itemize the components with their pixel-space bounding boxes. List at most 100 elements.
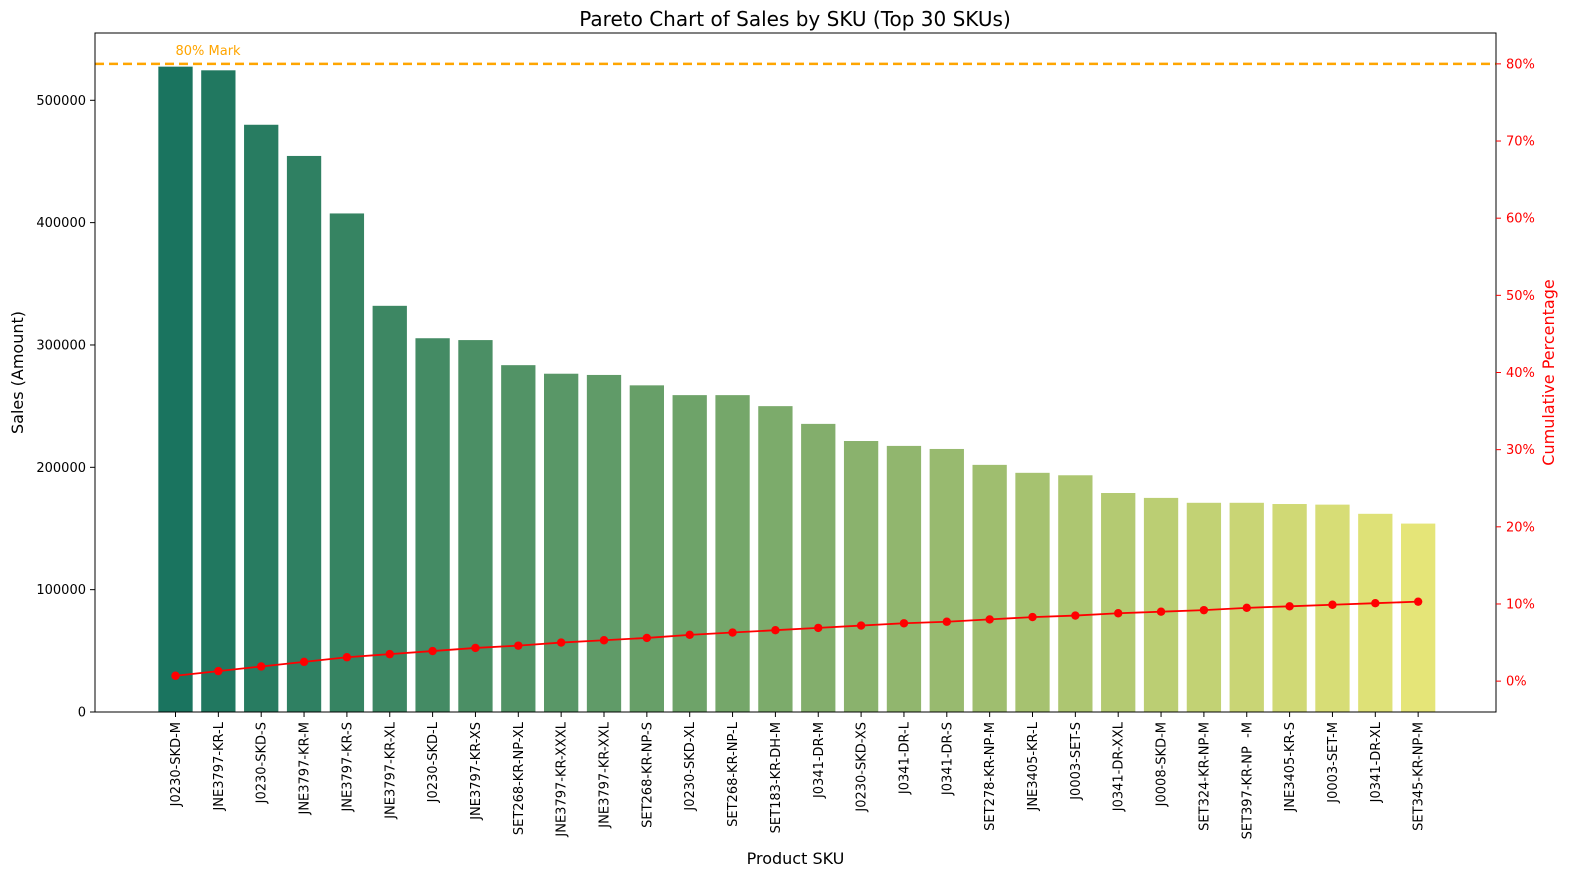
x-tick-label-2: J0230-SKD-S <box>255 722 270 804</box>
x-tick-label-25: SET397-KR-NP -M <box>1240 722 1255 839</box>
x-axis-label: Product SKU <box>747 849 845 868</box>
x-tick-label-27: J0003-SET-M <box>1326 722 1341 804</box>
bar-8 <box>501 365 536 712</box>
x-tick-label-4: JNE3797-KR-S <box>340 722 355 813</box>
x-tick-label-3: JNE3797-KR-M <box>298 722 313 816</box>
x-tick-label-6: J0230-SKD-L <box>426 721 441 803</box>
bar-5 <box>372 305 407 712</box>
y-tick-label-0: 0 <box>78 706 86 721</box>
bar-9 <box>544 373 579 712</box>
x-tick-label-15: J0341-DR-M <box>812 722 827 799</box>
y2-tick-label-4: 40% <box>1506 366 1535 381</box>
cumulative-point-6 <box>428 646 437 656</box>
cumulative-point-20 <box>1028 612 1037 622</box>
bar-10 <box>586 374 622 712</box>
cumulative-point-16 <box>856 621 866 630</box>
x-tick-label-16: J0230-SKD-XS <box>855 722 870 813</box>
cumulative-point-12 <box>685 630 694 640</box>
cumulative-point-28 <box>1371 599 1380 608</box>
reference-line-layer: 80% Mark <box>95 44 1496 66</box>
bar-11 <box>629 385 664 712</box>
axes-layer: 0 100000 200000 300000 400000 500000 0% 10% 20% 3… <box>36 32 1535 839</box>
x-tick-label-8: SET268-KR-NP-XL <box>512 721 527 835</box>
y2-tick-label-1: 10% <box>1506 597 1535 612</box>
cumulative-point-29 <box>1413 597 1423 606</box>
cumulative-point-1 <box>214 666 223 676</box>
bar-28 <box>1358 513 1393 712</box>
x-tick-label-12: J0230-SKD-XL <box>683 721 698 811</box>
x-tick-label-11: SET268-KR-NP-S <box>640 722 655 828</box>
bar-20 <box>1015 472 1050 712</box>
x-tick-label-28: J0341-DR-XL <box>1369 721 1384 803</box>
cumulative-point-27 <box>1328 600 1337 609</box>
bar-18 <box>929 448 964 712</box>
cumulative-point-10 <box>599 636 609 645</box>
x-tick-label-19: SET278-KR-NP-M <box>983 722 998 831</box>
cumulative-point-26 <box>1285 602 1294 611</box>
x-tick-label-0: J0230-SKD-M <box>169 722 184 807</box>
bar-7 <box>458 340 493 712</box>
bar-13 <box>715 395 750 712</box>
bar-23 <box>1143 497 1179 712</box>
cumulative-point-13 <box>728 628 737 637</box>
cumulative-point-18 <box>942 617 951 626</box>
y2-tick-label-6: 60% <box>1506 212 1535 227</box>
y2-tick-label-3: 30% <box>1506 443 1535 458</box>
bar-6 <box>415 338 450 712</box>
cumulative-point-7 <box>471 643 480 653</box>
x-tick-label-7: JNE3797-KR-XS <box>469 722 484 821</box>
cumulative-point-17 <box>899 619 909 628</box>
cumulative-point-22 <box>1114 609 1123 618</box>
cumulative-line-layer <box>171 597 1423 680</box>
y2-tick-label-5: 50% <box>1506 289 1535 304</box>
x-tick-label-10: JNE3797-KR-XXL <box>598 721 613 828</box>
bar-17 <box>886 445 922 712</box>
bar-15 <box>801 423 836 712</box>
x-tick-label-26: JNE3405-KR-S <box>1283 722 1298 813</box>
y2-tick-label-0: 0% <box>1506 675 1527 690</box>
bar-29 <box>1401 523 1436 712</box>
bar-1 <box>201 70 236 712</box>
x-tick-label-5: JNE3797-KR-XL <box>383 721 398 820</box>
x-tick-label-20: JNE3405-KR-L <box>1026 721 1041 811</box>
cumulative-point-9 <box>556 638 566 647</box>
cumulative-point-25 <box>1242 603 1251 613</box>
bar-0 <box>158 66 193 712</box>
cumulative-point-3 <box>299 657 309 667</box>
reference-line-label: 80% Mark <box>176 44 242 59</box>
y2-tick-label-7: 70% <box>1506 135 1535 150</box>
x-tick-label-23: J0008-SKD-M <box>1155 722 1170 807</box>
cumulative-point-0 <box>171 671 180 680</box>
bar-16 <box>843 441 879 712</box>
y-tick-label-2: 200000 <box>36 461 86 476</box>
bar-2 <box>244 124 279 712</box>
chart-title: Pareto Chart of Sales by SKU (Top 30 SKU… <box>579 7 1011 31</box>
y2-axis-label: Cumulative Percentage <box>1539 279 1558 465</box>
bar-3 <box>286 155 322 712</box>
x-tick-label-24: SET324-KR-NP-M <box>1197 722 1212 831</box>
x-tick-label-13: SET268-KR-NP-L <box>726 721 741 827</box>
x-tick-label-1: JNE3797-KR-L <box>212 721 227 811</box>
bar-14 <box>758 406 793 712</box>
cumulative-point-21 <box>1071 611 1080 620</box>
bar-22 <box>1101 493 1136 712</box>
cumulative-point-4 <box>342 653 352 662</box>
cumulative-point-5 <box>385 649 394 659</box>
cumulative-point-23 <box>1156 607 1166 616</box>
bar-19 <box>972 464 1007 712</box>
cumulative-point-11 <box>642 633 652 643</box>
cumulative-point-15 <box>814 623 823 633</box>
bar-12 <box>672 395 707 712</box>
x-tick-label-22: J0341-DR-XXL <box>1112 721 1127 812</box>
y-tick-label-4: 400000 <box>36 216 86 231</box>
y-tick-label-3: 300000 <box>36 338 86 353</box>
cumulative-point-2 <box>257 662 266 671</box>
x-tick-label-29: SET345-KR-NP-M <box>1412 722 1427 831</box>
y2-tick-label-8: 80% <box>1506 57 1535 72</box>
x-tick-label-9: JNE3797-KR-XXXL <box>555 721 570 837</box>
y-axis-label: Sales (Amount) <box>8 311 27 434</box>
bars-layer <box>158 66 1436 712</box>
cumulative-point-24 <box>1199 605 1209 615</box>
y-tick-label-5: 500000 <box>36 94 86 109</box>
